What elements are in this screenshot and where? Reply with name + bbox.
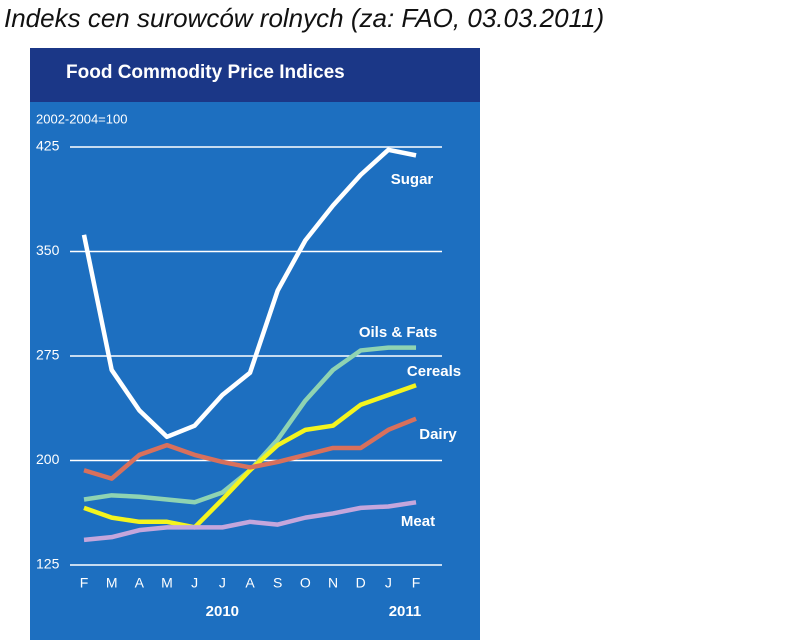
- y-tick-label: 125: [36, 556, 60, 572]
- year-label: 2011: [389, 603, 422, 620]
- x-tick-label: D: [356, 575, 366, 591]
- x-tick-label: F: [412, 575, 421, 591]
- chart-header: [30, 48, 480, 102]
- y-tick-label: 425: [36, 138, 60, 154]
- series-line: [83, 500, 417, 543]
- y-axis-label: 2002-2004=100: [36, 111, 127, 126]
- x-tick-label: O: [300, 575, 311, 591]
- series-label: Cereals: [407, 363, 461, 380]
- x-tick-label: S: [273, 575, 282, 591]
- series-label: Sugar: [391, 171, 434, 188]
- x-tick-label: A: [245, 575, 255, 591]
- series-label: Meat: [401, 513, 435, 530]
- x-tick-label: M: [161, 575, 173, 591]
- year-label: 2010: [206, 603, 239, 620]
- x-tick-label: J: [191, 575, 198, 591]
- series-line: [83, 416, 417, 481]
- series-label: Oils & Fats: [359, 324, 437, 341]
- series-line: [81, 147, 417, 440]
- chart-panel: [30, 48, 480, 640]
- x-tick-label: A: [135, 575, 145, 591]
- x-tick-label: N: [328, 575, 338, 591]
- y-tick-label: 275: [36, 347, 60, 363]
- y-tick-label: 200: [36, 451, 60, 467]
- series-label: Dairy: [419, 426, 457, 443]
- x-tick-label: J: [385, 575, 392, 591]
- chart-title: Food Commodity Price Indices: [66, 62, 345, 83]
- y-tick-label: 350: [36, 242, 60, 258]
- page-title: Indeks cen surowców rolnych (za: FAO, 03…: [4, 3, 604, 33]
- x-tick-label: J: [219, 575, 226, 591]
- x-tick-label: F: [80, 575, 89, 591]
- x-tick-label: M: [106, 575, 118, 591]
- series-line: [83, 383, 417, 530]
